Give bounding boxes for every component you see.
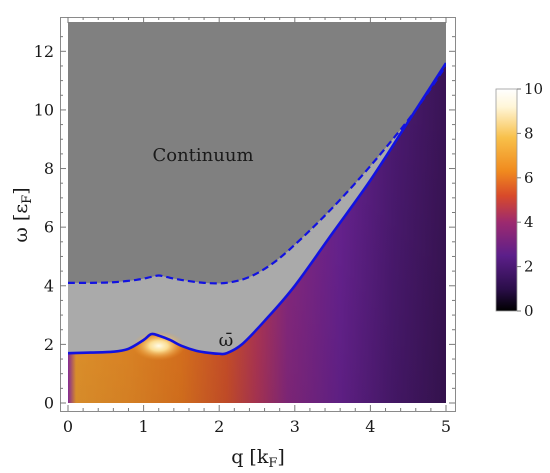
colorbar-tick-label: 0 bbox=[524, 302, 534, 320]
y-tick-label: 12 bbox=[34, 42, 54, 61]
x-tick-label: 0 bbox=[63, 417, 73, 436]
colorbar-tick-label: 6 bbox=[524, 169, 534, 187]
x-tick-label: 1 bbox=[139, 417, 149, 436]
y-tick-label: 0 bbox=[44, 394, 54, 413]
y-axis-title: ω [εF] bbox=[10, 187, 35, 242]
y-axis-ticks: 0 2 4 6 8 10 12 bbox=[34, 36, 455, 413]
y-tick-label: 6 bbox=[44, 218, 54, 237]
omega-bar-label: ω̄ bbox=[219, 330, 234, 351]
solid-boundary-curve bbox=[68, 62, 446, 356]
colorbar-tick-label: 8 bbox=[524, 124, 534, 142]
colorbar bbox=[495, 88, 518, 312]
x-tick-label: 2 bbox=[214, 417, 224, 436]
colorbar-tick-label: 10 bbox=[524, 80, 543, 98]
x-tick-label: 3 bbox=[290, 417, 300, 436]
y-tick-label: 10 bbox=[34, 100, 54, 119]
colorbar-ticks: 0 2 4 6 8 10 bbox=[517, 80, 543, 320]
colorbar-tick-label: 2 bbox=[524, 258, 534, 276]
continuum-label: Continuum bbox=[152, 145, 253, 166]
gap-region bbox=[68, 63, 446, 355]
x-axis-ticks: 0 1 2 3 4 5 bbox=[63, 17, 451, 436]
heat-left-edge bbox=[68, 353, 76, 403]
plot-frame bbox=[60, 17, 456, 412]
heat-shade bbox=[68, 63, 446, 403]
x-axis-title: q [kF] bbox=[231, 446, 285, 471]
y-tick-label: 2 bbox=[44, 335, 54, 354]
y-tick-label: 8 bbox=[44, 159, 54, 178]
x-tick-label: 4 bbox=[365, 417, 375, 436]
y-tick-label: 4 bbox=[44, 276, 54, 295]
x-tick-label: 5 bbox=[441, 417, 451, 436]
colorbar-tick-label: 4 bbox=[524, 213, 534, 231]
dashed-boundary-curve bbox=[68, 65, 446, 285]
